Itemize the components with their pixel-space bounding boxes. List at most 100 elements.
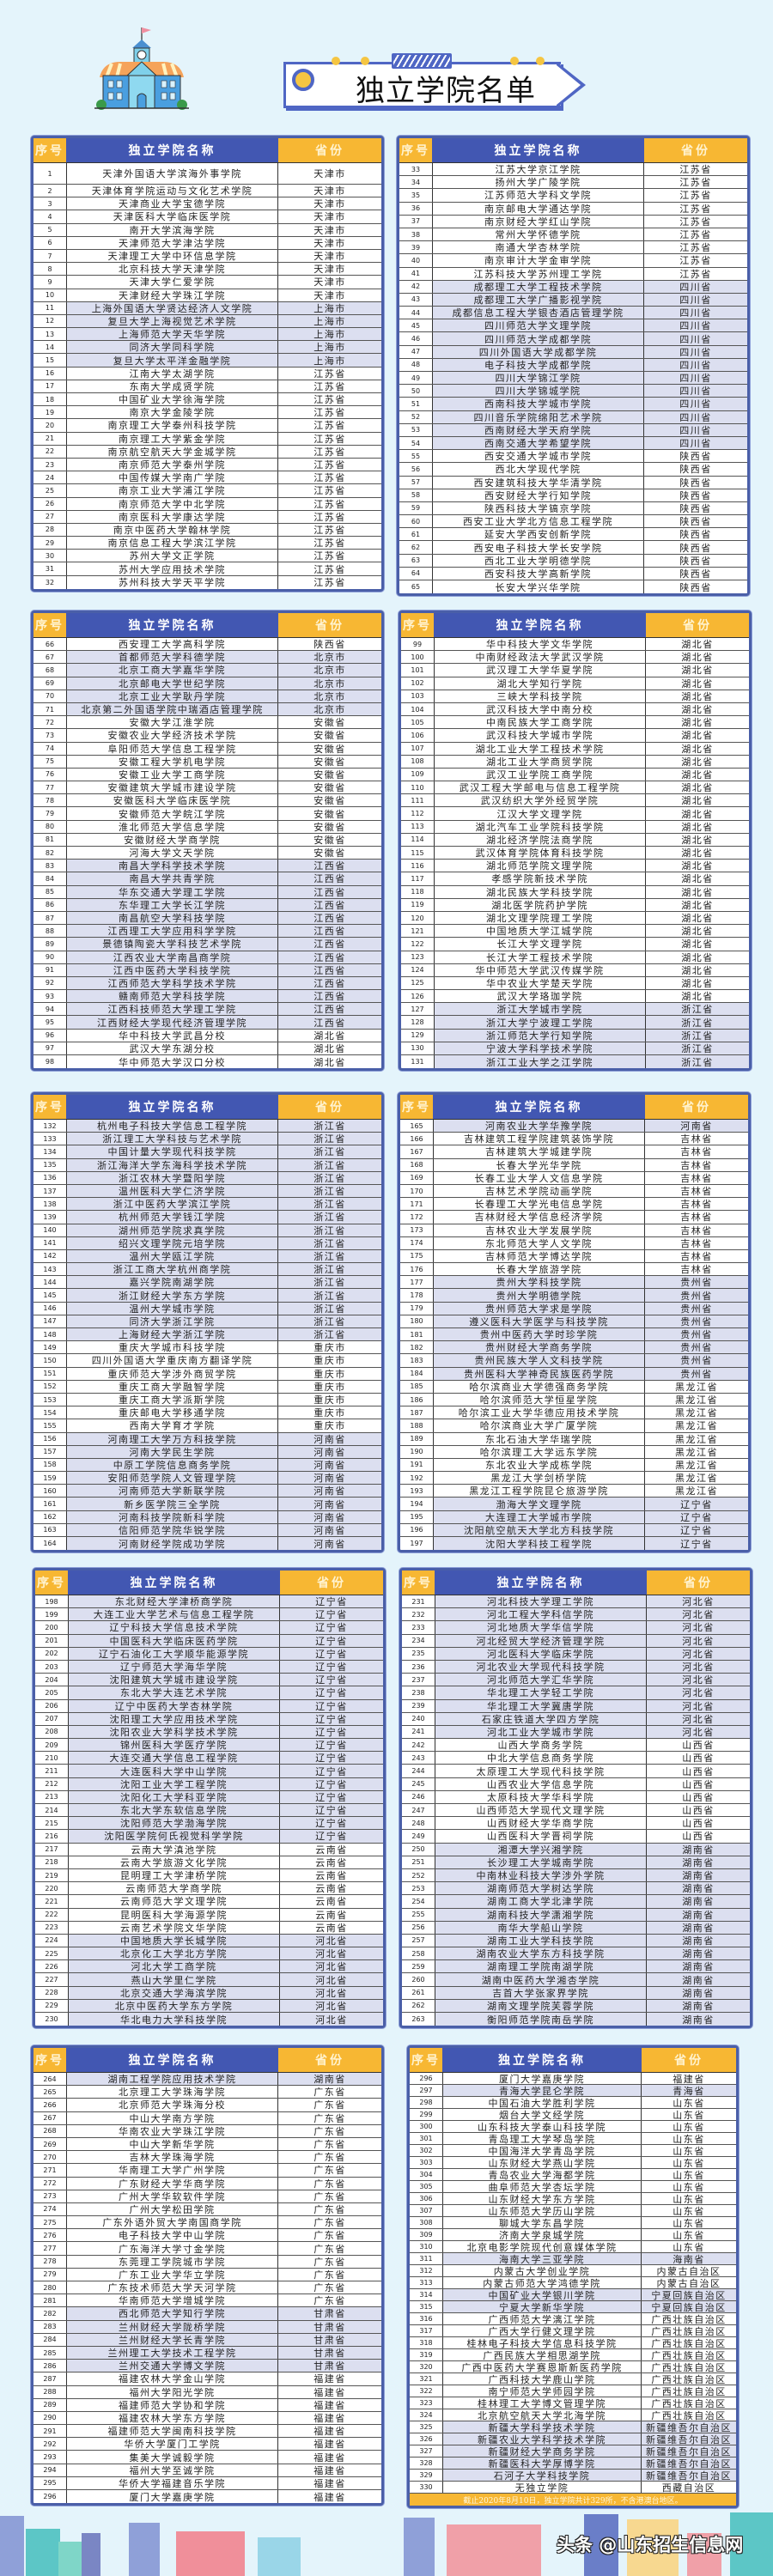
- college-name: 重庆工商大学融智学院: [67, 1380, 278, 1393]
- table-row: 78 安徽医科大学临床医学院 安徽省: [33, 794, 381, 808]
- province: 广东省: [313, 2282, 346, 2294]
- province: 河北省: [280, 2013, 383, 2026]
- row-number: 263: [402, 2013, 435, 2026]
- college-name: 石河子大学科技学院: [443, 2470, 642, 2481]
- college-name: 西南大学育才学院: [67, 1419, 278, 1432]
- table-row: 268 华南农业大学珠江学院 广东省: [33, 2124, 381, 2138]
- row-number: 161: [33, 1498, 67, 1510]
- row-number: 113: [401, 820, 435, 833]
- province: 云南省: [315, 1896, 348, 1908]
- table-row: 32 苏州科技大学天平学院 江苏省: [33, 575, 381, 589]
- row-number: 147: [33, 1315, 67, 1327]
- college-name: 中国石油大学胜利学院: [443, 2097, 642, 2108]
- province: 湖北省: [681, 873, 714, 885]
- row-number: 162: [33, 1510, 67, 1523]
- province: 云南省: [315, 1856, 348, 1868]
- row-number: 294: [33, 2464, 67, 2476]
- province: 黑龙江省: [675, 1473, 718, 1485]
- province: 四川省: [644, 436, 747, 450]
- college-name: 黑龙江大学剑桥学院: [434, 1472, 645, 1485]
- province: 江苏省: [313, 459, 346, 471]
- college-name: 天津体育学院运动与文化艺术学院: [67, 185, 278, 197]
- college-name: 渤海大学文理学院: [434, 1498, 645, 1510]
- college-name: 湖南师范大学树达学院: [435, 1882, 647, 1895]
- province: 广东省: [313, 2269, 346, 2281]
- table-row: 279 广东工业大学华立学院 广东省: [33, 2268, 381, 2281]
- table-row: 196 沈阳航空航天大学北方科技学院 辽宁省: [400, 1523, 748, 1537]
- college-name: 安徽大学江淮学院: [67, 716, 278, 729]
- college-name: 新疆财经大学商务学院: [443, 2445, 642, 2457]
- table-row: 122 长江大学文理学院 湖北省: [401, 938, 749, 951]
- province: 湖北省: [681, 743, 714, 755]
- row-number: 330: [410, 2482, 443, 2493]
- province: 福建省: [313, 2477, 346, 2489]
- table-row: 92 江西师范大学科学技术学院 江西省: [33, 976, 381, 991]
- college-name: 河北大学工商学院: [69, 1960, 280, 1973]
- row-number: 219: [35, 1868, 69, 1882]
- college-name: 江西中医药大学科技学院: [67, 963, 278, 976]
- province: 福建省: [313, 2439, 346, 2451]
- row-number: 259: [402, 1960, 435, 1973]
- college-name: 长沙理工大学城南学院: [435, 1856, 647, 1868]
- row-number: 210: [35, 1752, 69, 1765]
- college-table: 序号 独立学院名称 省份 66 西安理工大学高科学院 陕西省 67 首都师范大学科德学院 北京市…: [31, 611, 384, 1072]
- table-row: 298 中国石油大学胜利学院 山东省: [410, 2097, 736, 2109]
- province: 湖北省: [681, 730, 714, 742]
- province: 河北省: [647, 1712, 750, 1725]
- row-number: 237: [402, 1674, 435, 1686]
- row-number: 72: [33, 716, 67, 729]
- table-row: 54 西南交通大学希望学院 四川省: [399, 436, 747, 451]
- table-row: 17 东南大学成贤学院 江苏省: [33, 380, 381, 393]
- row-number: 252: [402, 1868, 435, 1882]
- row-number: 142: [33, 1249, 67, 1263]
- province: 山西省: [682, 1791, 715, 1803]
- table-row: 132 杭州电子科技大学信息工程学院 浙江省: [33, 1120, 381, 1133]
- table-row: 303 山东财经大学燕山学院 山东省: [410, 2157, 736, 2169]
- row-number: 270: [33, 2151, 67, 2164]
- table-row: 187 哈尔滨工业大学华德应用技术学院 黑龙江省: [400, 1406, 748, 1420]
- province: 上海市: [278, 328, 381, 341]
- row-number: 111: [401, 794, 435, 807]
- row-number: 73: [33, 729, 67, 742]
- table-row: 176 长春大学旅游学院 吉林省: [400, 1263, 748, 1277]
- table-row: 320 广西中医药大学赛恩斯新医药学院 广西壮族自治区: [410, 2361, 736, 2373]
- college-name: 烟台大学文经学院: [443, 2109, 642, 2120]
- province: 贵州省: [645, 1341, 748, 1354]
- row-number: 129: [401, 1029, 435, 1042]
- college-name: 吉林农业大学发展学院: [434, 1224, 645, 1236]
- province: 湖南省: [647, 1960, 750, 1973]
- row-number: 121: [401, 925, 435, 938]
- college-name: 同济大学浙江学院: [67, 1315, 278, 1327]
- table-row: 8 北京科技大学天津学院 天津市: [33, 263, 381, 276]
- province: 新疆维吾尔自治区: [642, 2470, 736, 2481]
- province: 江西省: [278, 951, 381, 963]
- college-name: 湖南工商大学北津学院: [435, 1895, 647, 1908]
- province: 江苏省: [313, 485, 346, 497]
- province: 北京市: [278, 664, 381, 677]
- province: 黑龙江省: [675, 1433, 718, 1445]
- table-row: 234 河北经贸大学经济管理学院 河北省: [402, 1634, 750, 1648]
- table-row: 274 广州大学松田学院 广东省: [33, 2202, 381, 2217]
- row-number: 149: [33, 1341, 67, 1354]
- table-row: 306 山东财经大学东方学院 山东省: [410, 2193, 736, 2205]
- province: 江苏省: [313, 472, 346, 484]
- table-row: 2 天津体育学院运动与文化艺术学院 天津市: [33, 185, 381, 198]
- province: 黑龙江省: [675, 1381, 718, 1393]
- college-name: 北京工商大学嘉华学院: [67, 664, 278, 677]
- province: 河南省: [278, 1537, 381, 1551]
- table-row: 59 陕西科技大学镐京学院 陕西省: [399, 501, 747, 516]
- row-number: 194: [400, 1498, 434, 1510]
- table-row: 21 南京理工大学紫金学院 江苏省: [33, 432, 381, 446]
- row-number: 310: [410, 2241, 443, 2252]
- table-row: 95 江西财经大学现代经济管理学院 江西省: [33, 1016, 381, 1030]
- college-name: 内蒙古大学创业学院: [443, 2265, 642, 2276]
- row-number: 299: [410, 2109, 443, 2120]
- row-number: 159: [33, 1472, 67, 1485]
- college-name: 阜阳师范大学信息工程学院: [67, 742, 278, 755]
- college-name: 湖南科技大学潇湘学院: [435, 1908, 647, 1921]
- table-row: 65 长安大学兴华学院 陕西省: [399, 580, 747, 594]
- row-number: 83: [33, 860, 67, 872]
- table-row: 101 武汉理工大学华夏学院 湖北省: [401, 664, 749, 677]
- row-number: 248: [402, 1817, 435, 1830]
- college-name: 景德镇陶瓷大学科技艺术学院: [67, 938, 278, 951]
